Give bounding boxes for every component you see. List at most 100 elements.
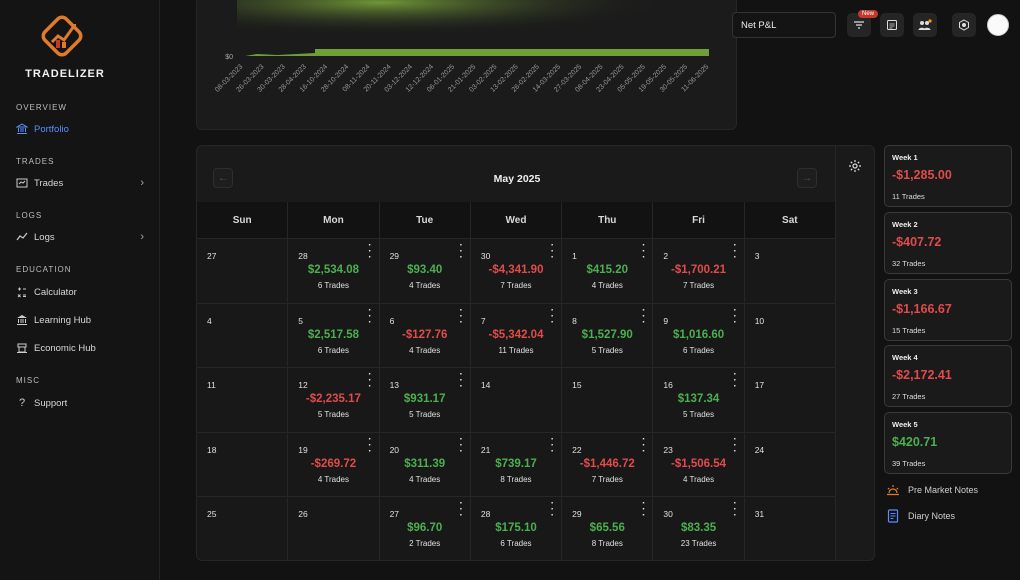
sidebar: TRADELIZER OVERVIEW Portfolio TRADES Tra… xyxy=(0,0,160,580)
more-options-icon[interactable]: · · · xyxy=(733,498,737,522)
sidebar-item-learning-hub[interactable]: Learning Hub xyxy=(16,311,144,329)
more-options-icon[interactable]: · · · xyxy=(642,304,646,328)
more-options-icon[interactable]: · · · xyxy=(459,498,463,522)
calendar-day-cell[interactable]: 2 · · · -$1,700.21 7 Trades xyxy=(653,238,745,303)
settings-button[interactable] xyxy=(952,13,976,37)
calendar-day-cell[interactable]: 30 · · · -$4,341.90 7 Trades xyxy=(470,238,563,303)
calendar-settings-button[interactable] xyxy=(845,156,865,176)
calendar-day-cell[interactable]: 23 · · · -$1,506.54 4 Trades xyxy=(653,431,745,497)
calendar-day-cell[interactable]: 28 · · · $175.10 6 Trades xyxy=(470,496,563,560)
calendar-day-cell[interactable]: 3 xyxy=(744,238,836,303)
more-options-icon[interactable]: · · · xyxy=(642,498,646,522)
calendar-day-cell[interactable]: 8 · · · $1,527.90 5 Trades xyxy=(562,302,654,368)
calendar-day-cell[interactable]: 11 xyxy=(197,367,289,432)
more-options-icon[interactable]: · · · xyxy=(368,240,372,263)
sidebar-item-logs[interactable]: Logs › xyxy=(16,228,144,246)
more-options-icon[interactable]: · · · xyxy=(459,369,463,393)
calendar-day-cell[interactable]: 29 · · · $93.40 4 Trades xyxy=(379,238,471,303)
more-options-icon[interactable]: · · · xyxy=(368,304,372,328)
calendar-day-cell[interactable]: 13 · · · $931.17 5 Trades xyxy=(379,367,471,432)
more-options-icon[interactable]: · · · xyxy=(459,240,463,263)
calendar-day-cell[interactable]: 27 · · · $96.70 2 Trades xyxy=(379,496,471,560)
week-summary-card[interactable]: Week 2 -$407.72 32 Trades xyxy=(884,211,1012,274)
more-options-icon[interactable]: · · · xyxy=(642,240,646,263)
more-options-icon[interactable]: · · · xyxy=(733,304,737,328)
building-icon xyxy=(16,314,28,326)
day-trade-count: 8 Trades xyxy=(500,474,532,484)
more-options-icon[interactable]: · · · xyxy=(550,240,555,263)
gear-icon xyxy=(849,160,861,172)
more-options-icon[interactable]: · · · xyxy=(459,433,463,457)
more-options-icon[interactable]: · · · xyxy=(368,369,372,393)
calendar-day-cell[interactable]: 15 xyxy=(562,367,654,432)
calendar-day-cell[interactable]: 9 · · · $1,016.60 6 Trades xyxy=(653,302,745,368)
sidebar-item-economic-hub[interactable]: Economic Hub xyxy=(16,339,144,357)
pre-market-notes-link[interactable]: Pre Market Notes xyxy=(886,482,978,498)
more-options-icon[interactable]: · · · xyxy=(368,433,372,457)
more-options-icon[interactable]: · · · xyxy=(733,433,737,457)
calendar-day-cell[interactable]: 20 · · · $311.39 4 Trades xyxy=(379,431,471,497)
day-number: 7 xyxy=(480,315,486,326)
calendar-day-cell[interactable]: 28 · · · $2,534.08 6 Trades xyxy=(288,238,380,303)
brand-logo[interactable]: TRADELIZER xyxy=(22,12,108,82)
metric-select[interactable]: Net P&L xyxy=(732,12,836,38)
calendar-day-cell[interactable]: 12 · · · -$2,235.17 5 Trades xyxy=(288,367,380,432)
more-options-icon[interactable]: · · · xyxy=(733,240,737,263)
day-of-week-header: Fri xyxy=(653,202,745,238)
day-trade-count: 5 Trades xyxy=(409,410,441,420)
more-options-icon[interactable]: · · · xyxy=(733,369,737,393)
calendar-day-cell[interactable]: 1 · · · $415.20 4 Trades xyxy=(562,238,654,303)
next-month-button[interactable]: → xyxy=(797,168,817,188)
day-trade-count: 11 Trades xyxy=(498,345,534,355)
day-number: 21 xyxy=(480,444,491,455)
sidebar-item-trades[interactable]: Trades › xyxy=(16,174,144,192)
more-options-icon[interactable]: · · · xyxy=(550,304,555,328)
calendar-day-cell[interactable]: 6 · · · -$127.76 4 Trades xyxy=(379,302,471,368)
sidebar-item-calculator[interactable]: Calculator xyxy=(16,283,144,301)
diary-notes-link[interactable]: Diary Notes xyxy=(886,508,955,524)
calendar-day-cell[interactable]: 29 · · · $65.56 8 Trades xyxy=(562,496,654,560)
sidebar-item-portfolio[interactable]: Portfolio xyxy=(16,120,144,138)
day-pnl: -$1,506.54 xyxy=(671,457,727,470)
calendar-week-row: 11 12 · · · -$2,235.17 5 Trades 13 · · · $931.17 5 T… xyxy=(197,367,836,432)
calendar-day-cell[interactable]: 14 xyxy=(470,367,563,432)
calendar-day-cell[interactable]: 30 · · · $83.35 23 Trades xyxy=(653,496,745,560)
week-summary-card[interactable]: Week 1 -$1,285.00 11 Trades xyxy=(884,145,1012,207)
calendar-day-cell[interactable]: 26 xyxy=(288,496,380,560)
calendar-day-cell[interactable]: 4 xyxy=(197,302,289,368)
community-button[interactable] xyxy=(913,13,937,37)
more-options-icon[interactable]: · · · xyxy=(459,304,463,328)
calendar-day-cell[interactable]: 16 · · · $137.34 5 Trades xyxy=(653,367,745,432)
calendar-day-cell[interactable]: 21 · · · $739.17 8 Trades xyxy=(470,431,563,497)
day-number: 22 xyxy=(572,444,582,455)
week-trade-count: 15 Trades xyxy=(892,325,926,335)
calendar-day-cell[interactable]: 18 xyxy=(197,431,289,497)
calendar-day-cell[interactable]: 25 xyxy=(197,496,289,560)
calendar-day-cell[interactable]: 31 xyxy=(744,496,836,560)
calendar-day-cell[interactable]: 17 xyxy=(744,367,836,432)
calendar-button[interactable] xyxy=(880,13,904,37)
day-pnl: -$127.76 xyxy=(402,328,448,341)
day-number: 1 xyxy=(572,251,577,261)
avatar[interactable] xyxy=(987,14,1009,36)
calendar-day-cell[interactable]: 19 · · · -$269.72 4 Trades xyxy=(288,431,380,497)
week-summary-card[interactable]: Week 5 $420.71 39 Trades xyxy=(884,412,1012,475)
calendar-week-row: 4 5 · · · $2,517.58 6 Trades 6 · · · -$127.76 4 Trad… xyxy=(197,302,836,368)
week-pnl: $420.71 xyxy=(892,435,938,450)
calendar-day-cell[interactable]: 5 · · · $2,517.58 6 Trades xyxy=(288,302,380,368)
more-options-icon[interactable]: · · · xyxy=(642,433,646,457)
area-fill xyxy=(315,49,709,56)
more-options-icon[interactable]: · · · xyxy=(550,433,555,457)
calendar-day-cell[interactable]: 10 xyxy=(744,302,836,368)
sidebar-item-support[interactable]: ? Support xyxy=(16,394,144,412)
day-pnl: $65.56 xyxy=(589,522,625,535)
calendar-day-cell[interactable]: 24 xyxy=(744,431,836,497)
calendar-day-cell[interactable]: 7 · · · -$5,342.04 11 Trades xyxy=(470,302,563,368)
more-options-icon[interactable]: · · · xyxy=(550,498,555,522)
week-summary-card[interactable]: Week 3 -$1,166.67 15 Trades xyxy=(884,278,1012,341)
calendar-day-cell[interactable]: 22 · · · -$1,446.72 7 Trades xyxy=(562,431,654,497)
prev-month-button[interactable]: ← xyxy=(213,168,233,188)
day-trade-count: 7 Trades xyxy=(500,281,532,290)
calendar-day-cell[interactable]: 27 xyxy=(197,238,289,303)
week-summary-card[interactable]: Week 4 -$2,172.41 27 Trades xyxy=(884,345,1012,408)
